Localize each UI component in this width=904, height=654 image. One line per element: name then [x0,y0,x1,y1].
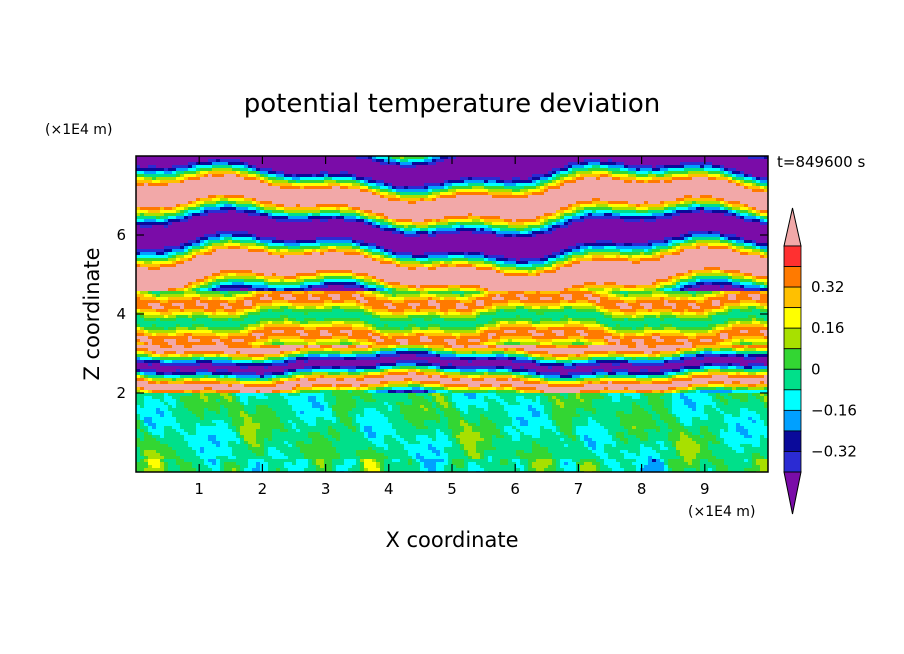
heatmap-field [136,156,769,475]
chart-title: potential temperature deviation [244,89,660,119]
time-label: t=849600 s [777,153,865,171]
y-unit-label: (×1E4 m) [45,122,112,138]
